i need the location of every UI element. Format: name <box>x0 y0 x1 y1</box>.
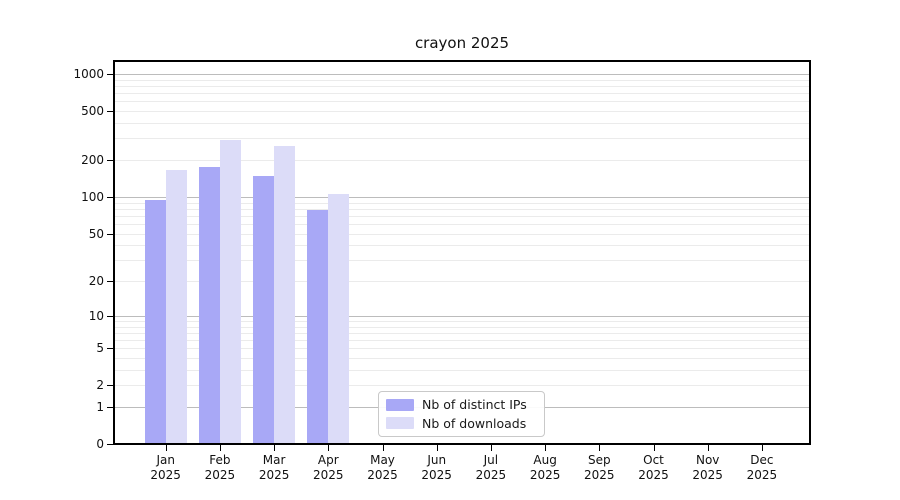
major-gridline-1000 <box>113 74 811 76</box>
y-tick-label-200: 200 <box>81 153 104 168</box>
x-tick-label-jul-2025: Jul 2025 <box>475 453 507 482</box>
bar-nb-of-distinct-ips-feb-2025 <box>198 167 220 445</box>
y-tick-label-1000: 1000 <box>73 67 104 82</box>
minor-gridline-400 <box>113 123 811 125</box>
minor-gridline-70 <box>113 215 811 217</box>
y-tick-50 <box>107 233 113 235</box>
y-tick-label-50: 50 <box>88 226 104 241</box>
y-tick-0 <box>107 444 113 446</box>
y-tick-label-100: 100 <box>81 189 104 204</box>
x-tick-oct-2025 <box>653 445 655 451</box>
minor-gridline-800 <box>113 85 811 87</box>
major-gridline-100 <box>113 196 811 198</box>
x-tick-label-aug-2025: Aug 2025 <box>529 453 561 482</box>
minor-gridline-2 <box>113 385 811 387</box>
major-gridline-10 <box>113 315 811 317</box>
x-tick-jun-2025 <box>436 445 438 451</box>
x-tick-mar-2025 <box>274 445 276 451</box>
y-tick-20 <box>107 281 113 283</box>
y-tick-label-5: 5 <box>96 341 104 356</box>
minor-gridline-9 <box>113 320 811 322</box>
minor-gridline-60 <box>113 223 811 225</box>
x-tick-jan-2025 <box>165 445 167 451</box>
minor-gridline-80 <box>113 208 811 210</box>
legend-label-distinct-ips: Nb of distinct IPs <box>422 397 527 413</box>
x-tick-feb-2025 <box>219 445 221 451</box>
minor-gridline-4 <box>113 358 811 360</box>
y-tick-label-2: 2 <box>96 378 104 393</box>
x-tick-aug-2025 <box>545 445 547 451</box>
x-tick-label-nov-2025: Nov 2025 <box>692 453 723 482</box>
legend-swatch-distinct-ips <box>386 398 414 411</box>
y-tick-label-1: 1 <box>96 400 104 415</box>
plot-area <box>113 60 811 445</box>
y-tick-5 <box>107 348 113 350</box>
x-tick-apr-2025 <box>328 445 330 451</box>
minor-gridline-200 <box>113 160 811 162</box>
x-tick-label-oct-2025: Oct 2025 <box>638 453 669 482</box>
x-tick-nov-2025 <box>707 445 709 451</box>
x-tick-may-2025 <box>382 445 384 451</box>
x-tick-label-mar-2025: Mar 2025 <box>258 453 290 482</box>
y-tick-1000 <box>107 74 113 76</box>
minor-gridline-8 <box>113 326 811 328</box>
legend-label-downloads: Nb of downloads <box>422 415 527 431</box>
legend: Nb of distinct IPs Nb of downloads <box>378 391 545 437</box>
bar-nb-of-downloads-mar-2025 <box>274 146 296 445</box>
minor-gridline-90 <box>113 202 811 204</box>
x-tick-dec-2025 <box>761 445 763 451</box>
y-tick-1 <box>107 407 113 409</box>
y-tick-label-0: 0 <box>96 437 104 452</box>
legend-item-downloads: Nb of downloads <box>386 416 537 431</box>
legend-swatch-downloads <box>386 417 414 430</box>
minor-gridline-20 <box>113 281 811 283</box>
y-tick-500 <box>107 111 113 113</box>
minor-gridline-30 <box>113 260 811 262</box>
minor-gridline-40 <box>113 245 811 247</box>
y-tick-2 <box>107 385 113 387</box>
x-tick-label-apr-2025: Apr 2025 <box>313 453 344 482</box>
x-tick-label-may-2025: May 2025 <box>367 453 398 482</box>
bar-nb-of-distinct-ips-mar-2025 <box>253 176 275 445</box>
chart-title: crayon 2025 <box>414 34 510 52</box>
bar-nb-of-downloads-apr-2025 <box>328 193 350 445</box>
minor-gridline-600 <box>113 101 811 103</box>
y-tick-label-20: 20 <box>88 274 104 289</box>
minor-gridline-500 <box>113 111 811 113</box>
bar-nb-of-distinct-ips-apr-2025 <box>307 210 329 445</box>
bar-nb-of-downloads-feb-2025 <box>219 140 241 445</box>
minor-gridline-300 <box>113 138 811 140</box>
y-tick-200 <box>107 160 113 162</box>
x-tick-sep-2025 <box>599 445 601 451</box>
minor-gridline-700 <box>113 93 811 95</box>
minor-gridline-3 <box>113 370 811 371</box>
y-tick-label-500: 500 <box>81 104 104 119</box>
y-tick-100 <box>107 196 113 198</box>
y-tick-label-10: 10 <box>88 308 104 323</box>
minor-gridline-50 <box>113 233 811 235</box>
bar-nb-of-downloads-jan-2025 <box>165 170 187 445</box>
y-tick-10 <box>107 315 113 317</box>
x-tick-label-dec-2025: Dec 2025 <box>746 453 778 482</box>
x-tick-label-sep-2025: Sep 2025 <box>584 453 615 482</box>
x-tick-jul-2025 <box>490 445 492 451</box>
minor-gridline-900 <box>113 79 811 81</box>
bar-nb-of-distinct-ips-jan-2025 <box>144 199 166 445</box>
legend-item-distinct-ips: Nb of distinct IPs <box>386 397 537 412</box>
minor-gridline-5 <box>113 348 811 350</box>
x-tick-label-feb-2025: Feb 2025 <box>204 453 236 482</box>
x-tick-label-jan-2025: Jan 2025 <box>150 453 181 482</box>
minor-gridline-6 <box>113 340 811 341</box>
x-tick-label-jun-2025: Jun 2025 <box>421 453 452 482</box>
minor-gridline-7 <box>113 332 811 334</box>
